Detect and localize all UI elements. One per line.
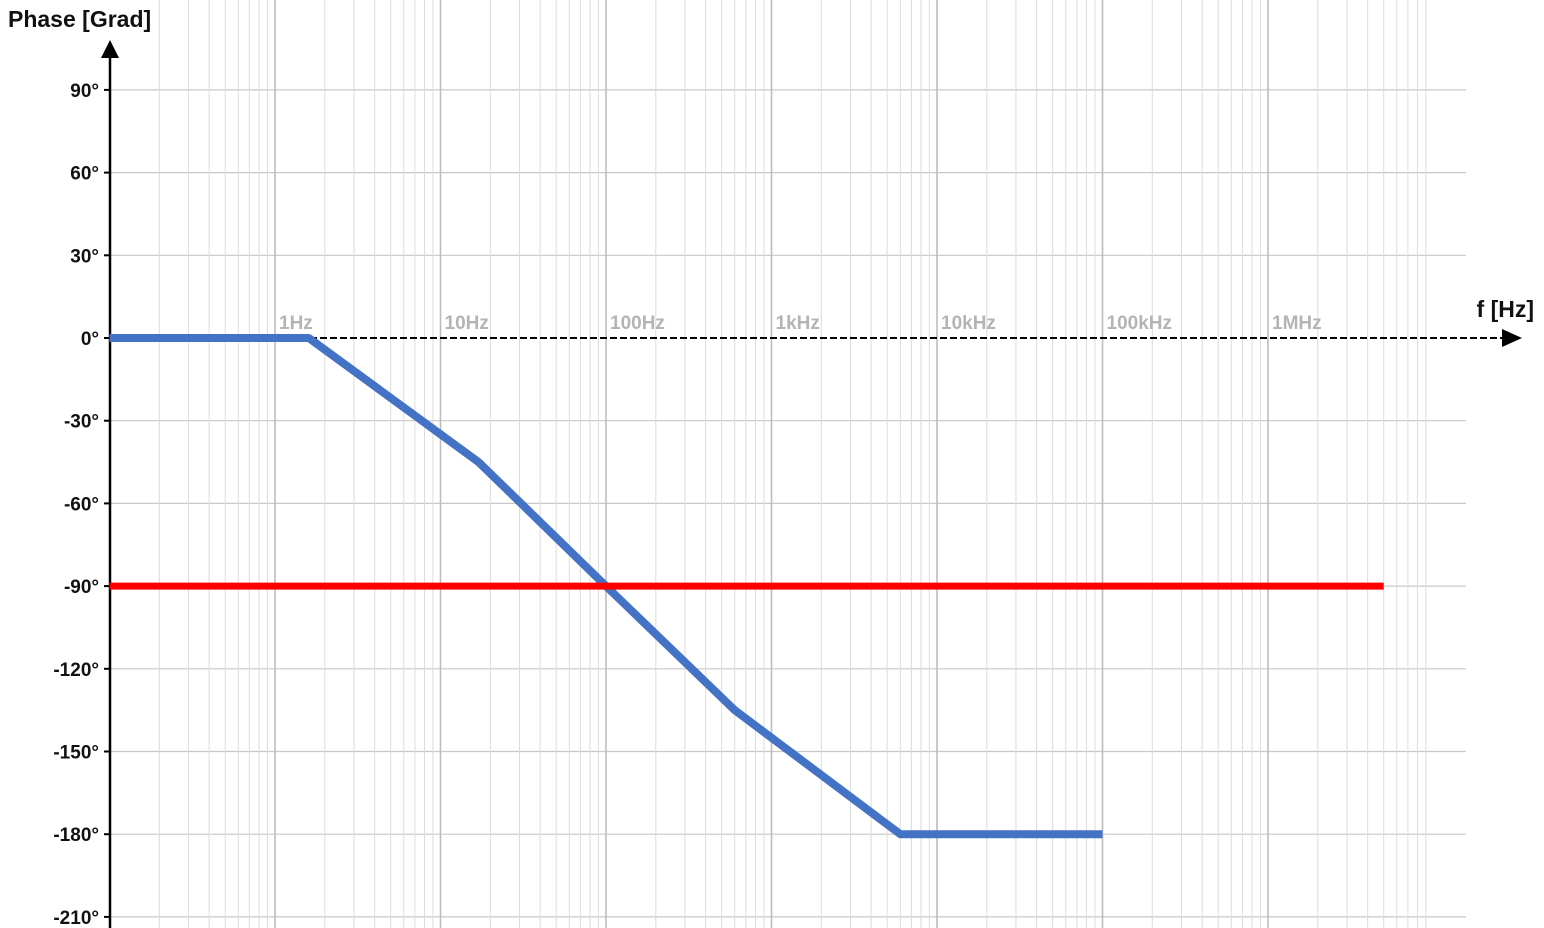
grid — [110, 0, 1466, 928]
y-axis-title: Phase [Grad] — [8, 6, 151, 32]
x-axis-title: f [Hz] — [1477, 296, 1534, 322]
y-tick-label: 90° — [70, 81, 99, 102]
y-tick-label: -150° — [53, 743, 99, 764]
y-tick-label: 30° — [70, 246, 99, 267]
y-tick-labels: 90° 60° 30° 0° -30° -60° -90° -120° -150° -180° -2… — [53, 81, 110, 928]
x-tick-label: 100kHz — [1107, 313, 1173, 334]
y-tick-label: -30° — [64, 412, 99, 433]
y-tick-label: 0° — [81, 329, 99, 350]
y-axis-arrow — [101, 40, 119, 58]
axes — [101, 40, 1522, 928]
x-tick-label: 1Hz — [279, 313, 313, 334]
x-axis-arrow — [1502, 329, 1522, 347]
y-tick-label: -180° — [53, 825, 99, 846]
y-tick-label: -90° — [64, 577, 99, 598]
y-tick-label: 60° — [70, 164, 99, 185]
x-tick-label: 10kHz — [941, 313, 996, 334]
x-tick-label: 1kHz — [776, 313, 820, 334]
x-tick-labels: 1Hz 10Hz 100Hz 1kHz 10kHz 100kHz 1MHz — [279, 313, 1322, 334]
y-tick-label: -210° — [53, 908, 99, 928]
x-tick-label: 10Hz — [445, 313, 489, 334]
x-tick-label: 1MHz — [1272, 313, 1322, 334]
x-tick-label: 100Hz — [610, 313, 665, 334]
y-tick-label: -60° — [64, 494, 99, 515]
series — [109, 334, 1384, 839]
y-tick-label: -120° — [53, 660, 99, 681]
